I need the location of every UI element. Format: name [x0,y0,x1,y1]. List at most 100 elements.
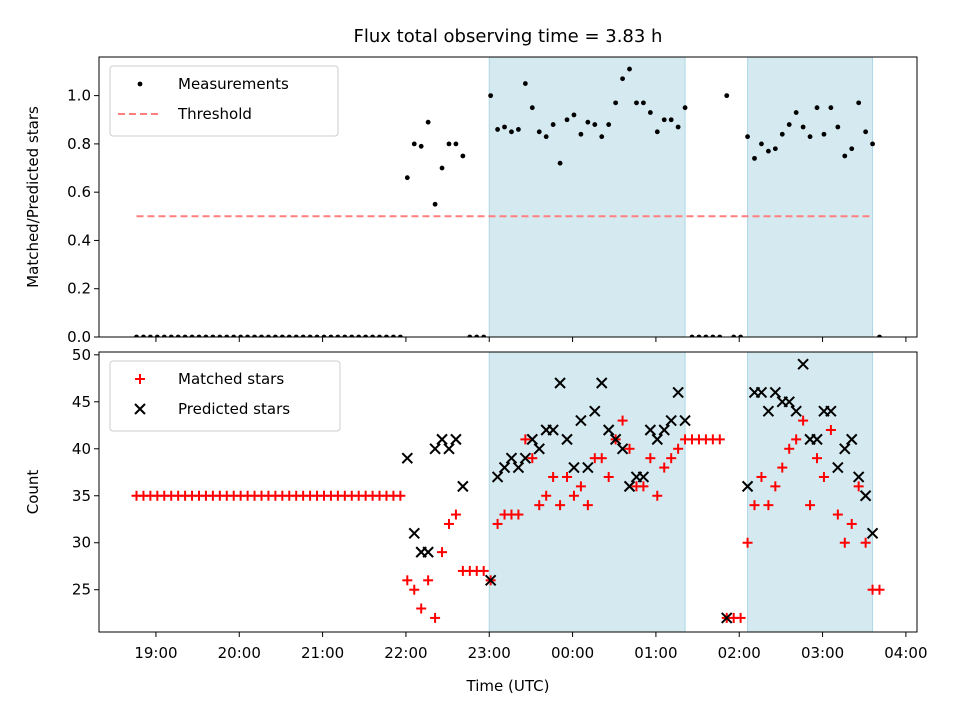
predicted-star-point [408,527,420,540]
x-tick-label: 19:00 [134,644,177,662]
measurement-point [856,100,862,106]
measurement-point [800,124,806,130]
measurement-point [446,141,452,147]
measurement-point [266,334,271,337]
matched-star-point [527,453,538,464]
measurement-point [217,334,223,337]
measurement-point [425,119,431,125]
measurement-point [571,112,577,118]
measurement-point [418,143,424,149]
measurement-point [141,334,146,337]
predicted-star-point [852,471,865,483]
matched-star-point [791,434,802,445]
measurement-point [828,105,834,111]
measurement-point [307,334,313,337]
predicted-star-point [637,471,650,483]
legend-box [109,360,341,432]
measurement-point [314,334,320,337]
measurement-point [661,117,667,123]
matched-star-point [450,509,461,520]
measurement-point [606,122,612,127]
measurement-point [453,141,459,147]
measurement-point [328,334,334,337]
measurement-point [363,334,369,337]
predicted-star-point [526,433,539,446]
predicted-star-point [721,612,733,624]
matched-star-point [638,481,649,492]
y-tick-label: 0.0 [67,328,91,346]
observing-window-band [488,351,686,633]
measurement-point [620,76,625,82]
predicted-star-point [672,386,684,399]
legend-marker-matched [135,374,145,384]
x-tick-label: 22:00 [384,644,427,662]
matched-star-point [541,490,552,501]
measurement-point [689,334,695,337]
predicted-star-point [797,358,809,370]
matched-star-point [770,481,781,492]
measurement-point [467,334,473,337]
measurement-point [682,105,688,111]
measurement-point [196,334,202,337]
matched-star-point [805,500,816,511]
matched-star-point [853,481,864,492]
observing-window-band [747,56,874,338]
matched-star-point [666,453,677,464]
chart-title: Flux total observing time = 3.83 h [354,26,663,47]
matched-star-point [714,434,725,445]
y-axis-label: Matched/Predicted stars [24,106,42,288]
y-tick-label: 0.8 [67,135,91,153]
x-tick-label: 01:00 [634,644,677,662]
predicted-star-point [762,405,775,417]
measurement-point [807,134,813,140]
measurement-point [377,334,382,337]
measurement-point [675,124,681,130]
y-tick-label: 45 [72,393,91,411]
predicted-star-point [505,452,518,464]
measurement-point [543,134,549,140]
x-tick-label: 23:00 [468,644,511,662]
legend: Matched stars Predicted stars [109,360,341,432]
measurement-point [779,131,785,137]
measurement-point [175,334,181,337]
measurement-point [134,334,139,337]
predicted-star-point [450,433,462,446]
measurement-point [189,334,195,337]
legend-label: Threshold [177,105,252,123]
measurement-point [509,129,514,135]
ratio-panel: 0.0 0.2 0.4 0.6 0.8 1.0 Matched/Predicted star… [24,56,918,346]
predicted-star-point [401,452,414,464]
predicted-star-point [457,480,469,493]
measurement-point [738,334,744,337]
measurement-point [321,334,327,337]
measurement-point [286,334,292,337]
measurement-point [654,129,660,135]
y-tick-label: 25 [72,581,91,599]
predicted-star-point [658,424,670,436]
measurement-point [481,334,487,337]
predicted-star-point [651,433,664,446]
measurement-point [370,334,375,337]
measurement-point [592,122,598,127]
matched-star-point [645,453,656,464]
predicted-star-point [616,443,629,455]
matched-star-point [437,547,448,558]
measurement-point [752,155,757,161]
predicted-star-point [832,461,844,474]
count-panel: 25 30 35 40 45 50 Count 19:00 20:00 21:00 22:00 23:… [24,346,928,662]
measurement-point [627,66,632,72]
matched-star-point [784,443,795,454]
predicted-star-point [602,424,615,436]
measurement-point [293,334,299,337]
x-tick-label: 02:00 [718,644,761,662]
measurement-point [300,334,306,337]
x-tick-label: 21:00 [301,644,344,662]
legend-label: Measurements [178,75,289,93]
predicted-star-point [644,424,657,436]
y-tick-label: 1.0 [67,87,91,105]
matched-star-point [818,471,829,482]
predicted-star-point [846,433,858,446]
measurement-point [550,122,556,127]
measurement-point [745,134,750,140]
